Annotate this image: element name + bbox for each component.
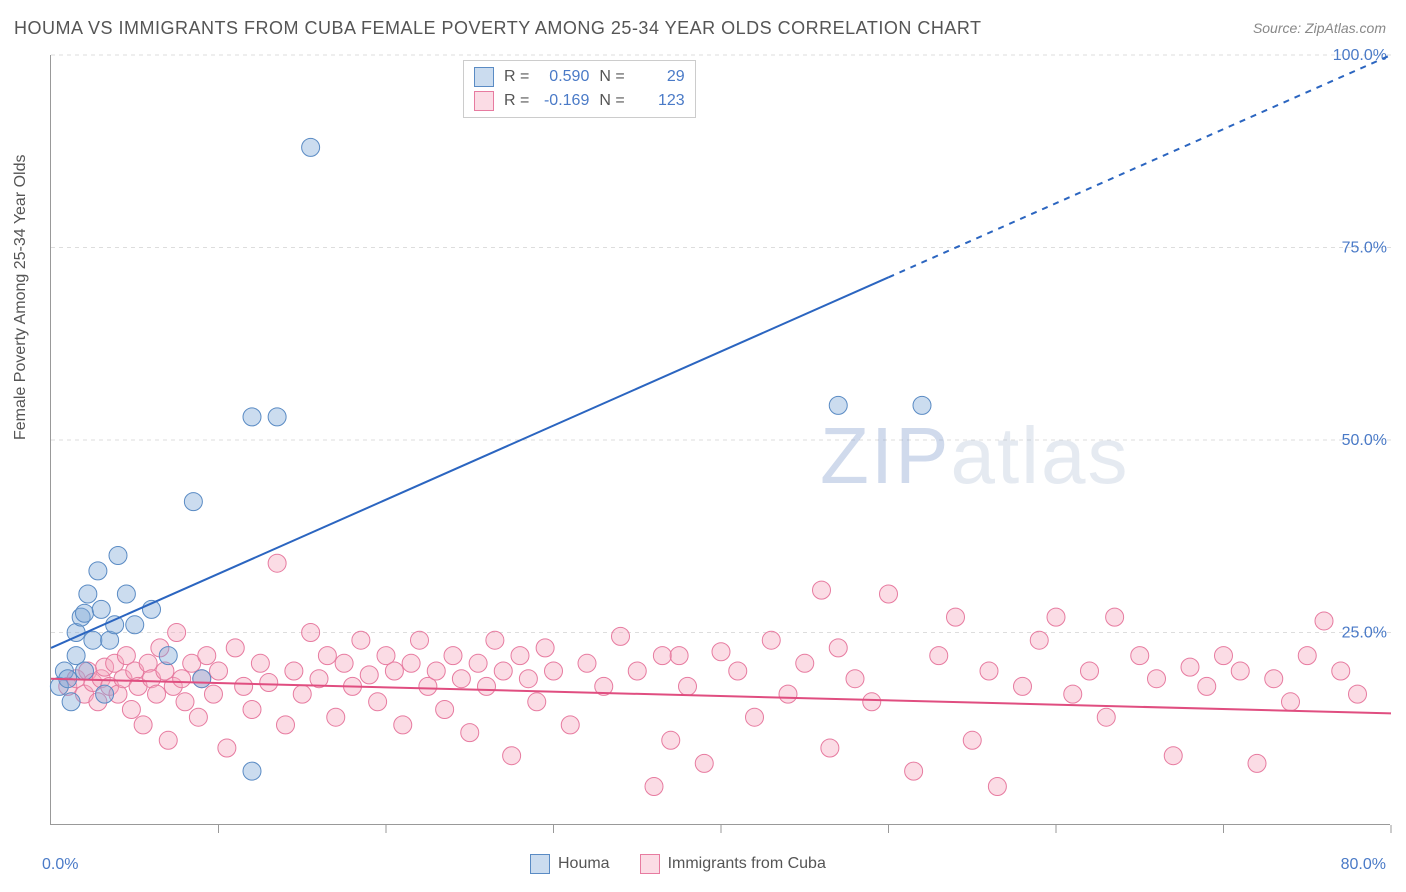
r-label: R = bbox=[504, 92, 529, 110]
chart-container: HOUMA VS IMMIGRANTS FROM CUBA FEMALE POV… bbox=[0, 0, 1406, 892]
legend-swatch-houma bbox=[530, 854, 550, 874]
legend-label-houma: Houma bbox=[558, 855, 610, 873]
r-value-cuba: -0.169 bbox=[539, 92, 589, 110]
scatter-plot-svg: 25.0%50.0%75.0%100.0% bbox=[51, 55, 1390, 824]
n-label: N = bbox=[599, 92, 624, 110]
x-axis-max-label: 80.0% bbox=[1341, 856, 1386, 874]
svg-text:50.0%: 50.0% bbox=[1342, 432, 1387, 449]
svg-text:25.0%: 25.0% bbox=[1342, 625, 1387, 642]
n-value-cuba: 123 bbox=[635, 92, 685, 110]
plot-area: 25.0%50.0%75.0%100.0% bbox=[50, 55, 1390, 825]
n-value-houma: 29 bbox=[635, 68, 685, 86]
bottom-legend: Houma Immigrants from Cuba bbox=[530, 854, 826, 874]
svg-text:75.0%: 75.0% bbox=[1342, 240, 1387, 257]
stats-row-houma: R = 0.590 N = 29 bbox=[474, 65, 685, 89]
y-axis-label: Female Poverty Among 25-34 Year Olds bbox=[12, 155, 30, 441]
r-value-houma: 0.590 bbox=[539, 68, 589, 86]
legend-item-houma: Houma bbox=[530, 854, 610, 874]
n-label: N = bbox=[599, 68, 624, 86]
swatch-houma bbox=[474, 67, 494, 87]
legend-label-cuba: Immigrants from Cuba bbox=[668, 855, 826, 873]
swatch-cuba bbox=[474, 91, 494, 111]
stats-row-cuba: R = -0.169 N = 123 bbox=[474, 89, 685, 113]
r-label: R = bbox=[504, 68, 529, 86]
svg-text:100.0%: 100.0% bbox=[1333, 47, 1387, 64]
legend-swatch-cuba bbox=[640, 854, 660, 874]
source-attribution: Source: ZipAtlas.com bbox=[1253, 20, 1386, 36]
x-axis-min-label: 0.0% bbox=[42, 856, 78, 874]
chart-title: HOUMA VS IMMIGRANTS FROM CUBA FEMALE POV… bbox=[14, 18, 982, 39]
stats-legend-box: R = 0.590 N = 29 R = -0.169 N = 123 bbox=[463, 60, 696, 118]
legend-item-cuba: Immigrants from Cuba bbox=[640, 854, 826, 874]
